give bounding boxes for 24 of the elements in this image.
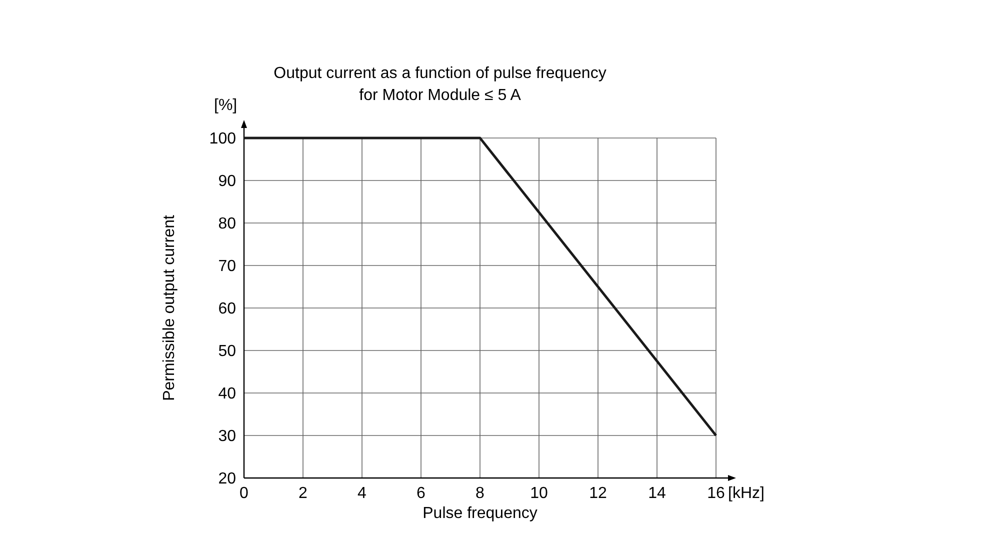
y-tick-label: 60 <box>218 300 236 318</box>
x-tick-label: 0 <box>240 485 249 502</box>
y-tick-label: 30 <box>218 428 236 446</box>
text: [%] <box>214 97 238 114</box>
y-axis-title: Permissible output current <box>161 214 178 401</box>
chart-subtitle: for Motor Module ≤ 5 A <box>359 87 522 104</box>
y-tick-label: 20 <box>218 470 236 488</box>
y-tick-label: 90 <box>218 173 236 190</box>
x-tick-label: 12 <box>589 485 607 502</box>
x-axis-title: Pulse frequency <box>422 505 538 522</box>
x-tick-label: 16 <box>707 485 725 502</box>
x-tick-label: 6 <box>416 485 426 502</box>
y-tick-label: 50 <box>218 343 236 360</box>
y-tick-label: 70 <box>218 258 236 276</box>
y-tick-label: 100 <box>209 130 236 148</box>
x-tick-label: 10 <box>530 485 548 502</box>
y-tick-label: 40 <box>218 386 236 403</box>
x-tick-label: 2 <box>298 485 308 502</box>
y-tick-label: 80 <box>218 216 236 233</box>
x-tick-label: 8 <box>476 485 485 502</box>
x-tick-label: 14 <box>648 485 666 502</box>
chart-title: Output current as a function of pulse frequency <box>274 65 606 82</box>
text: [kHz] <box>728 485 764 502</box>
x-tick-label: 4 <box>358 485 367 502</box>
